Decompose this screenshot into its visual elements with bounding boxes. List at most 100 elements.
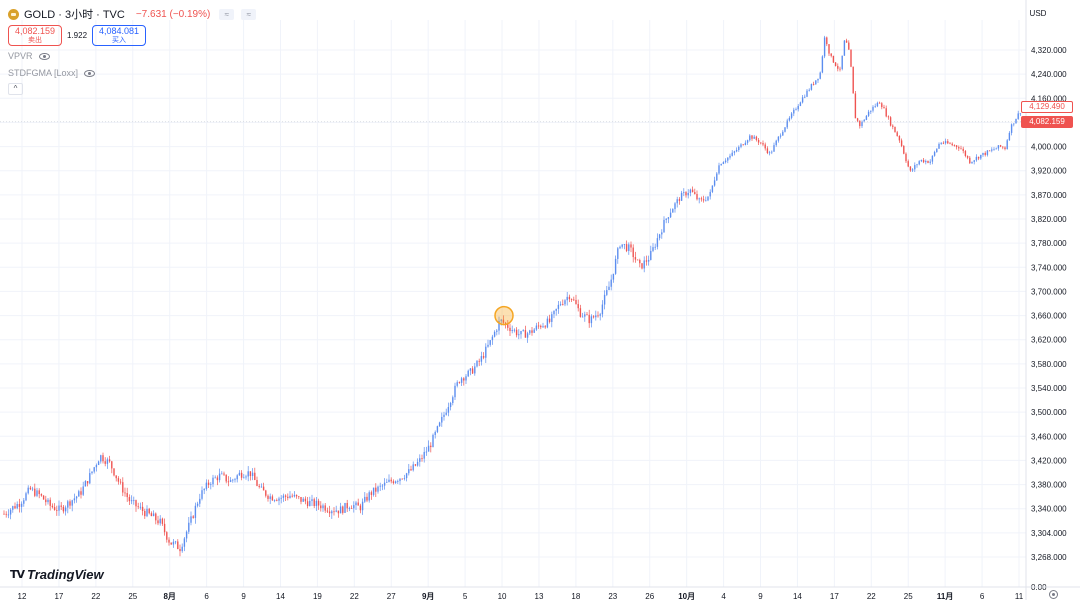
candle-body bbox=[949, 143, 951, 145]
candle-body bbox=[535, 325, 538, 330]
candle-body bbox=[526, 333, 529, 338]
candle-body bbox=[221, 473, 223, 475]
chevron-up-icon[interactable]: ^ bbox=[8, 83, 23, 95]
candle-body bbox=[738, 146, 740, 150]
candle-body bbox=[166, 532, 168, 540]
buy-button[interactable]: 4,084.081 买入 bbox=[92, 25, 147, 46]
candle-body bbox=[705, 200, 707, 202]
candle-body bbox=[419, 458, 421, 462]
candle-body bbox=[511, 330, 513, 332]
candle-body bbox=[665, 218, 667, 220]
price-tick-label: 3,420.000 bbox=[1031, 456, 1067, 465]
gear-icon[interactable] bbox=[1049, 590, 1058, 599]
candle-body bbox=[104, 461, 106, 464]
candle-body bbox=[60, 505, 62, 507]
candle-body bbox=[617, 248, 619, 259]
candle-body bbox=[124, 492, 126, 494]
time-tick-label: 27 bbox=[387, 592, 396, 600]
candle-body bbox=[874, 106, 876, 108]
candle-body bbox=[122, 482, 124, 493]
candle-body bbox=[683, 192, 685, 193]
currency-selector[interactable]: USD bbox=[1029, 9, 1047, 18]
candle-body bbox=[324, 505, 326, 511]
candle-body bbox=[412, 464, 414, 471]
candle-body bbox=[234, 479, 236, 481]
candle-body bbox=[181, 546, 183, 552]
time-tick-label: 22 bbox=[91, 592, 100, 600]
candle-body bbox=[346, 502, 348, 509]
candle-body bbox=[931, 155, 934, 162]
candle-body bbox=[669, 212, 672, 218]
candle-body bbox=[14, 506, 16, 509]
candle-body bbox=[1019, 113, 1022, 115]
candle-body bbox=[361, 501, 364, 511]
candle-body bbox=[896, 132, 898, 136]
candle-body bbox=[623, 244, 626, 245]
candle-body bbox=[942, 142, 945, 144]
candle-body bbox=[848, 42, 850, 50]
candle-body bbox=[854, 93, 857, 119]
candle-body bbox=[174, 541, 177, 543]
symbol-title[interactable]: GOLD · 3小时 · TVC bbox=[24, 9, 125, 21]
candle-body bbox=[273, 500, 276, 502]
candle-body bbox=[713, 180, 716, 186]
candle-body bbox=[399, 478, 401, 482]
time-tick-label: 25 bbox=[128, 592, 137, 600]
price-tick-label: 3,660.000 bbox=[1031, 312, 1067, 321]
candle-body bbox=[828, 44, 830, 54]
candle-body bbox=[67, 501, 69, 508]
candle-body bbox=[819, 72, 821, 79]
time-tick-label: 19 bbox=[313, 592, 322, 600]
candle-body bbox=[163, 523, 166, 533]
candle-body bbox=[471, 368, 474, 374]
candle-body bbox=[588, 314, 590, 324]
candle-body bbox=[799, 102, 802, 106]
candle-body bbox=[933, 152, 936, 156]
candle-body bbox=[999, 145, 1002, 147]
tradingview-logo[interactable]: TV TradingView bbox=[10, 567, 104, 582]
sell-button[interactable]: 4,082.159 卖出 bbox=[8, 25, 62, 46]
indicator-stdfgma[interactable]: STDFGMA [Loxx] bbox=[8, 66, 256, 80]
candle-body bbox=[7, 514, 10, 516]
candle-body bbox=[584, 314, 586, 317]
flag-button[interactable]: ≈ bbox=[241, 8, 257, 20]
candle-body bbox=[291, 495, 293, 497]
candle-body bbox=[214, 477, 216, 479]
tradingview-wordmark: TradingView bbox=[27, 567, 104, 582]
candle-body bbox=[861, 121, 863, 127]
compare-button[interactable]: ≈ bbox=[219, 8, 235, 20]
eye-icon[interactable] bbox=[38, 52, 50, 60]
candle-body bbox=[995, 148, 997, 150]
candle-body bbox=[546, 318, 549, 328]
candle-body bbox=[20, 503, 23, 507]
candle-body bbox=[832, 55, 835, 63]
candle-body bbox=[955, 145, 958, 148]
candle-body bbox=[159, 518, 161, 524]
candle-body bbox=[236, 475, 238, 480]
candle-body bbox=[960, 148, 962, 150]
candle-body bbox=[295, 494, 298, 497]
sell-price: 4,082.159 bbox=[14, 26, 56, 36]
candle-body bbox=[599, 314, 601, 316]
candle-body bbox=[31, 488, 34, 490]
candle-body bbox=[953, 145, 956, 146]
candle-body bbox=[793, 109, 795, 114]
candle-body bbox=[500, 319, 502, 321]
candle-body bbox=[925, 160, 927, 163]
candle-body bbox=[135, 500, 137, 507]
price-tick-label: 3,340.000 bbox=[1031, 505, 1067, 514]
indicator-vpvr[interactable]: VPVR bbox=[8, 49, 256, 63]
candle-body bbox=[130, 500, 133, 502]
time-tick-label: 17 bbox=[830, 592, 839, 600]
candle-body bbox=[38, 490, 40, 495]
eye-icon[interactable] bbox=[84, 69, 96, 77]
candle-body bbox=[716, 173, 718, 181]
candle-body bbox=[650, 250, 652, 260]
candle-body bbox=[883, 107, 885, 109]
candle-body bbox=[801, 97, 804, 103]
candle-body bbox=[537, 325, 540, 327]
candle-body bbox=[317, 500, 320, 506]
candle-body bbox=[302, 498, 304, 502]
candle-body bbox=[749, 135, 751, 141]
